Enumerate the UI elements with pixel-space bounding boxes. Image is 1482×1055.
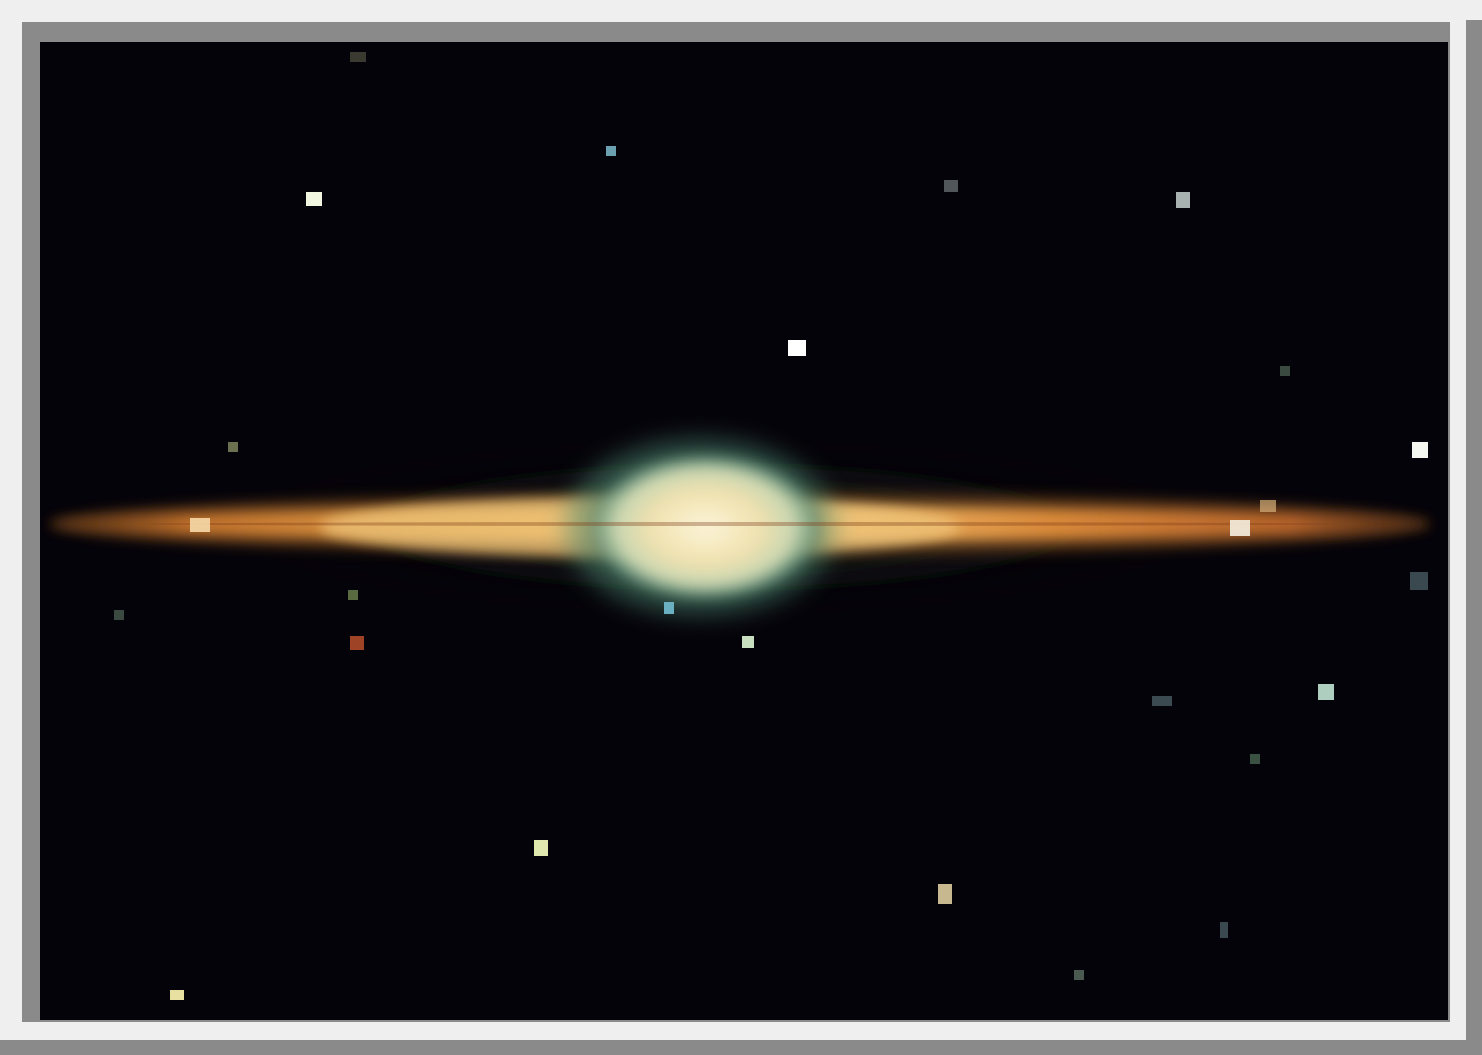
frame-shadow-bottom [0,1040,1482,1055]
stars [114,52,1428,1000]
galaxy-dust-lane [140,522,1340,526]
galaxy-illustration [50,52,1430,1000]
frame-shadow-right [1466,20,1482,1040]
galaxy-photo [40,42,1448,1020]
galaxy-bulge [587,451,823,603]
